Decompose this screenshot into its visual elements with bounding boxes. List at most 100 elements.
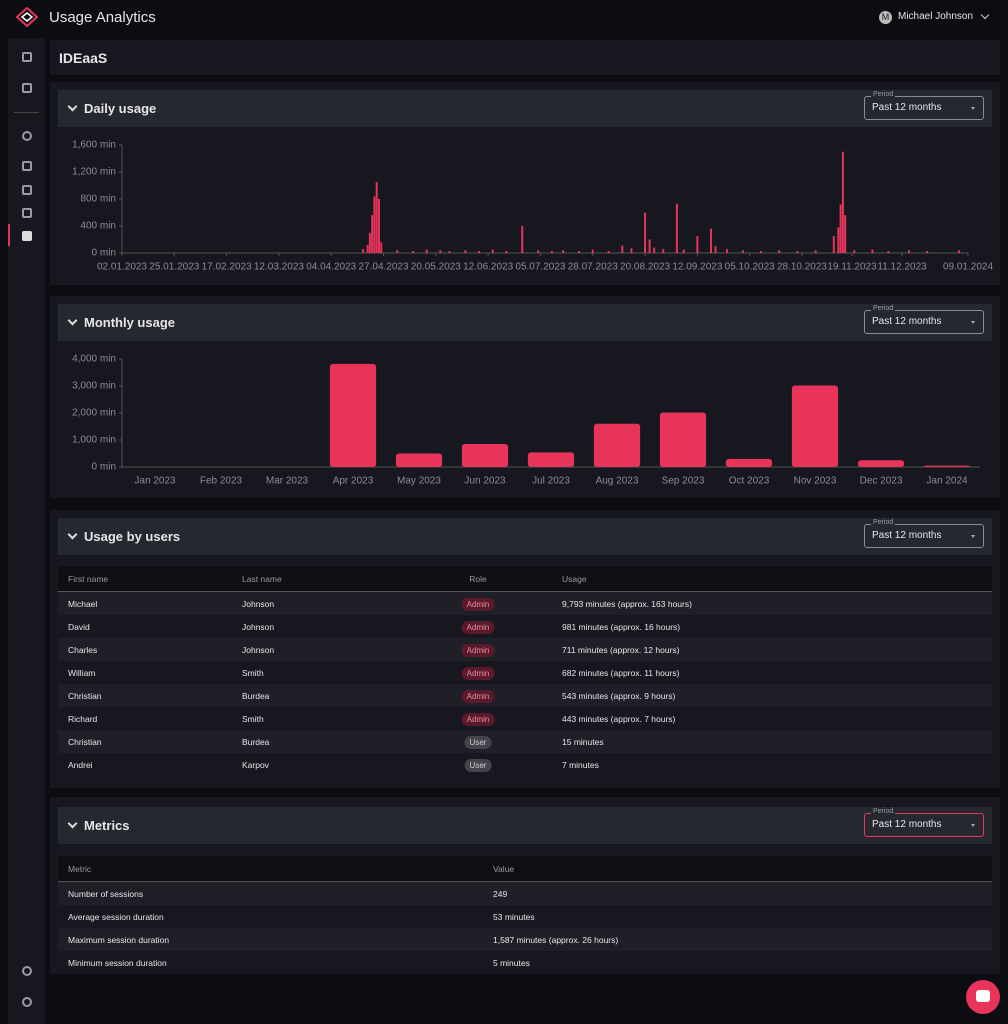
table-cell: Johnson <box>242 644 275 655</box>
table-row: Richard Smith Admin 443 minutes (approx. 7 … <box>58 707 992 730</box>
y-tick-label: 1,200 min <box>72 167 116 178</box>
logo <box>16 7 38 27</box>
table-cell: Johnson <box>242 621 275 632</box>
x-tick-label: 17.02.2023 <box>202 262 252 273</box>
table-row: Number of sessions 249 <box>58 882 992 905</box>
table-row: Average session duration 53 minutes <box>58 905 992 928</box>
bar <box>412 250 415 253</box>
period-select[interactable]: Period Past 12 months <box>864 305 984 334</box>
table-cell: Richard <box>68 713 98 724</box>
bar <box>373 196 376 253</box>
x-tick-label: 02.01.2023 <box>97 262 147 273</box>
panel-header[interactable]: Daily usage Period Past 12 months <box>58 90 992 127</box>
panel-header[interactable]: Monthly usage Period Past 12 months <box>58 304 992 341</box>
role-badge: Admin <box>461 712 495 726</box>
user-menu-caret[interactable] <box>980 10 990 20</box>
bar <box>675 203 678 253</box>
x-tick-label: 20.08.2023 <box>620 262 670 273</box>
bar <box>714 246 717 253</box>
x-tick-label: 09.01.2024 <box>943 262 993 273</box>
nav-icon[interactable] <box>22 208 32 218</box>
bar <box>926 250 929 253</box>
bar <box>380 242 383 253</box>
x-tick-label: Aug 2023 <box>596 476 639 487</box>
nav-icon[interactable] <box>22 83 32 93</box>
bar <box>425 249 428 253</box>
table-cell: 53 minutes <box>493 911 535 922</box>
table-cell: William <box>68 667 96 678</box>
bar <box>837 227 840 253</box>
role-cell: Admin <box>461 643 495 657</box>
nav-icon[interactable] <box>22 131 32 141</box>
bar <box>662 248 665 253</box>
table-row: David Johnson Admin 981 minutes (approx. 16… <box>58 615 992 638</box>
panel-title: Monthly usage <box>84 315 176 330</box>
panel-header[interactable]: Usage by users Period Past 12 months <box>58 518 992 555</box>
period-select[interactable]: Period Past 12 months <box>864 519 984 548</box>
bar <box>578 250 581 253</box>
expand-icon[interactable] <box>22 997 32 1007</box>
table-cell: Michael <box>68 598 98 609</box>
period-select[interactable]: Period Past 12 months <box>864 808 984 837</box>
role-cell: User <box>464 758 492 772</box>
role-badge: Admin <box>461 666 495 680</box>
user-name[interactable]: Michael Johnson <box>898 11 974 22</box>
table-row: Christian Burdea User 15 minutes <box>58 730 992 753</box>
x-tick-label: Oct 2023 <box>729 476 770 487</box>
x-tick-label: 04.04.2023 <box>306 262 356 273</box>
y-tick-label: 0 min <box>92 462 116 473</box>
chat-button[interactable] <box>966 980 1000 1014</box>
bar <box>377 199 380 253</box>
x-tick-label: Jun 2023 <box>464 476 506 487</box>
bar <box>907 250 910 253</box>
table-header: Metric Value <box>58 856 992 882</box>
bar <box>648 239 651 253</box>
role-badge: Admin <box>461 643 495 657</box>
period-select[interactable]: Period Past 12 months <box>864 91 984 120</box>
bar <box>491 249 494 253</box>
nav-icon-active[interactable] <box>22 231 32 241</box>
period-value: Past 12 months <box>872 819 942 830</box>
bar <box>362 248 365 253</box>
bar <box>593 423 641 467</box>
period-label: Period <box>871 305 896 312</box>
table-cell: Johnson <box>242 598 275 609</box>
bar <box>760 250 763 253</box>
x-tick-label: Dec 2023 <box>860 476 903 487</box>
bar <box>439 250 442 253</box>
table-cell: 711 minutes (approx. 12 hours) <box>562 644 680 655</box>
bar <box>832 236 835 253</box>
bar <box>923 465 971 467</box>
help-icon[interactable] <box>22 966 32 976</box>
column-header: Usage <box>562 573 587 584</box>
x-tick-label: 11.12.2023 <box>877 262 927 273</box>
nav-icon[interactable] <box>22 161 32 171</box>
bar <box>696 236 699 253</box>
role-badge: Admin <box>461 689 495 703</box>
bar <box>375 182 378 253</box>
avatar[interactable]: M <box>879 11 892 24</box>
bar <box>857 460 905 467</box>
role-cell: Admin <box>461 597 495 611</box>
table-cell: Karpov <box>242 759 269 770</box>
nav-icon[interactable] <box>22 52 32 62</box>
bar <box>521 226 524 253</box>
x-tick-label: Nov 2023 <box>794 476 837 487</box>
bar <box>853 250 856 253</box>
table-cell: Christian <box>68 736 102 747</box>
x-tick-label: 05.10.2023 <box>725 262 775 273</box>
y-tick-label: 800 min <box>80 194 116 205</box>
table-cell: Smith <box>242 713 264 724</box>
table-row: Charles Johnson Admin 711 minutes (approx. … <box>58 638 992 661</box>
bar <box>839 204 842 253</box>
table-cell: Maximum session duration <box>68 934 170 945</box>
panel-header[interactable]: Metrics Period Past 12 months <box>58 807 992 844</box>
table-cell: Number of sessions <box>68 888 144 899</box>
x-tick-label: 12.06.2023 <box>463 262 513 273</box>
table-row: Andrei Karpov User 7 minutes <box>58 753 992 776</box>
table-row: William Smith Admin 682 minutes (approx. 11… <box>58 661 992 684</box>
role-cell: Admin <box>461 620 495 634</box>
x-tick-label: Apr 2023 <box>333 476 374 487</box>
nav-icon[interactable] <box>22 185 32 195</box>
table-cell: 543 minutes (approx. 9 hours) <box>562 690 676 701</box>
